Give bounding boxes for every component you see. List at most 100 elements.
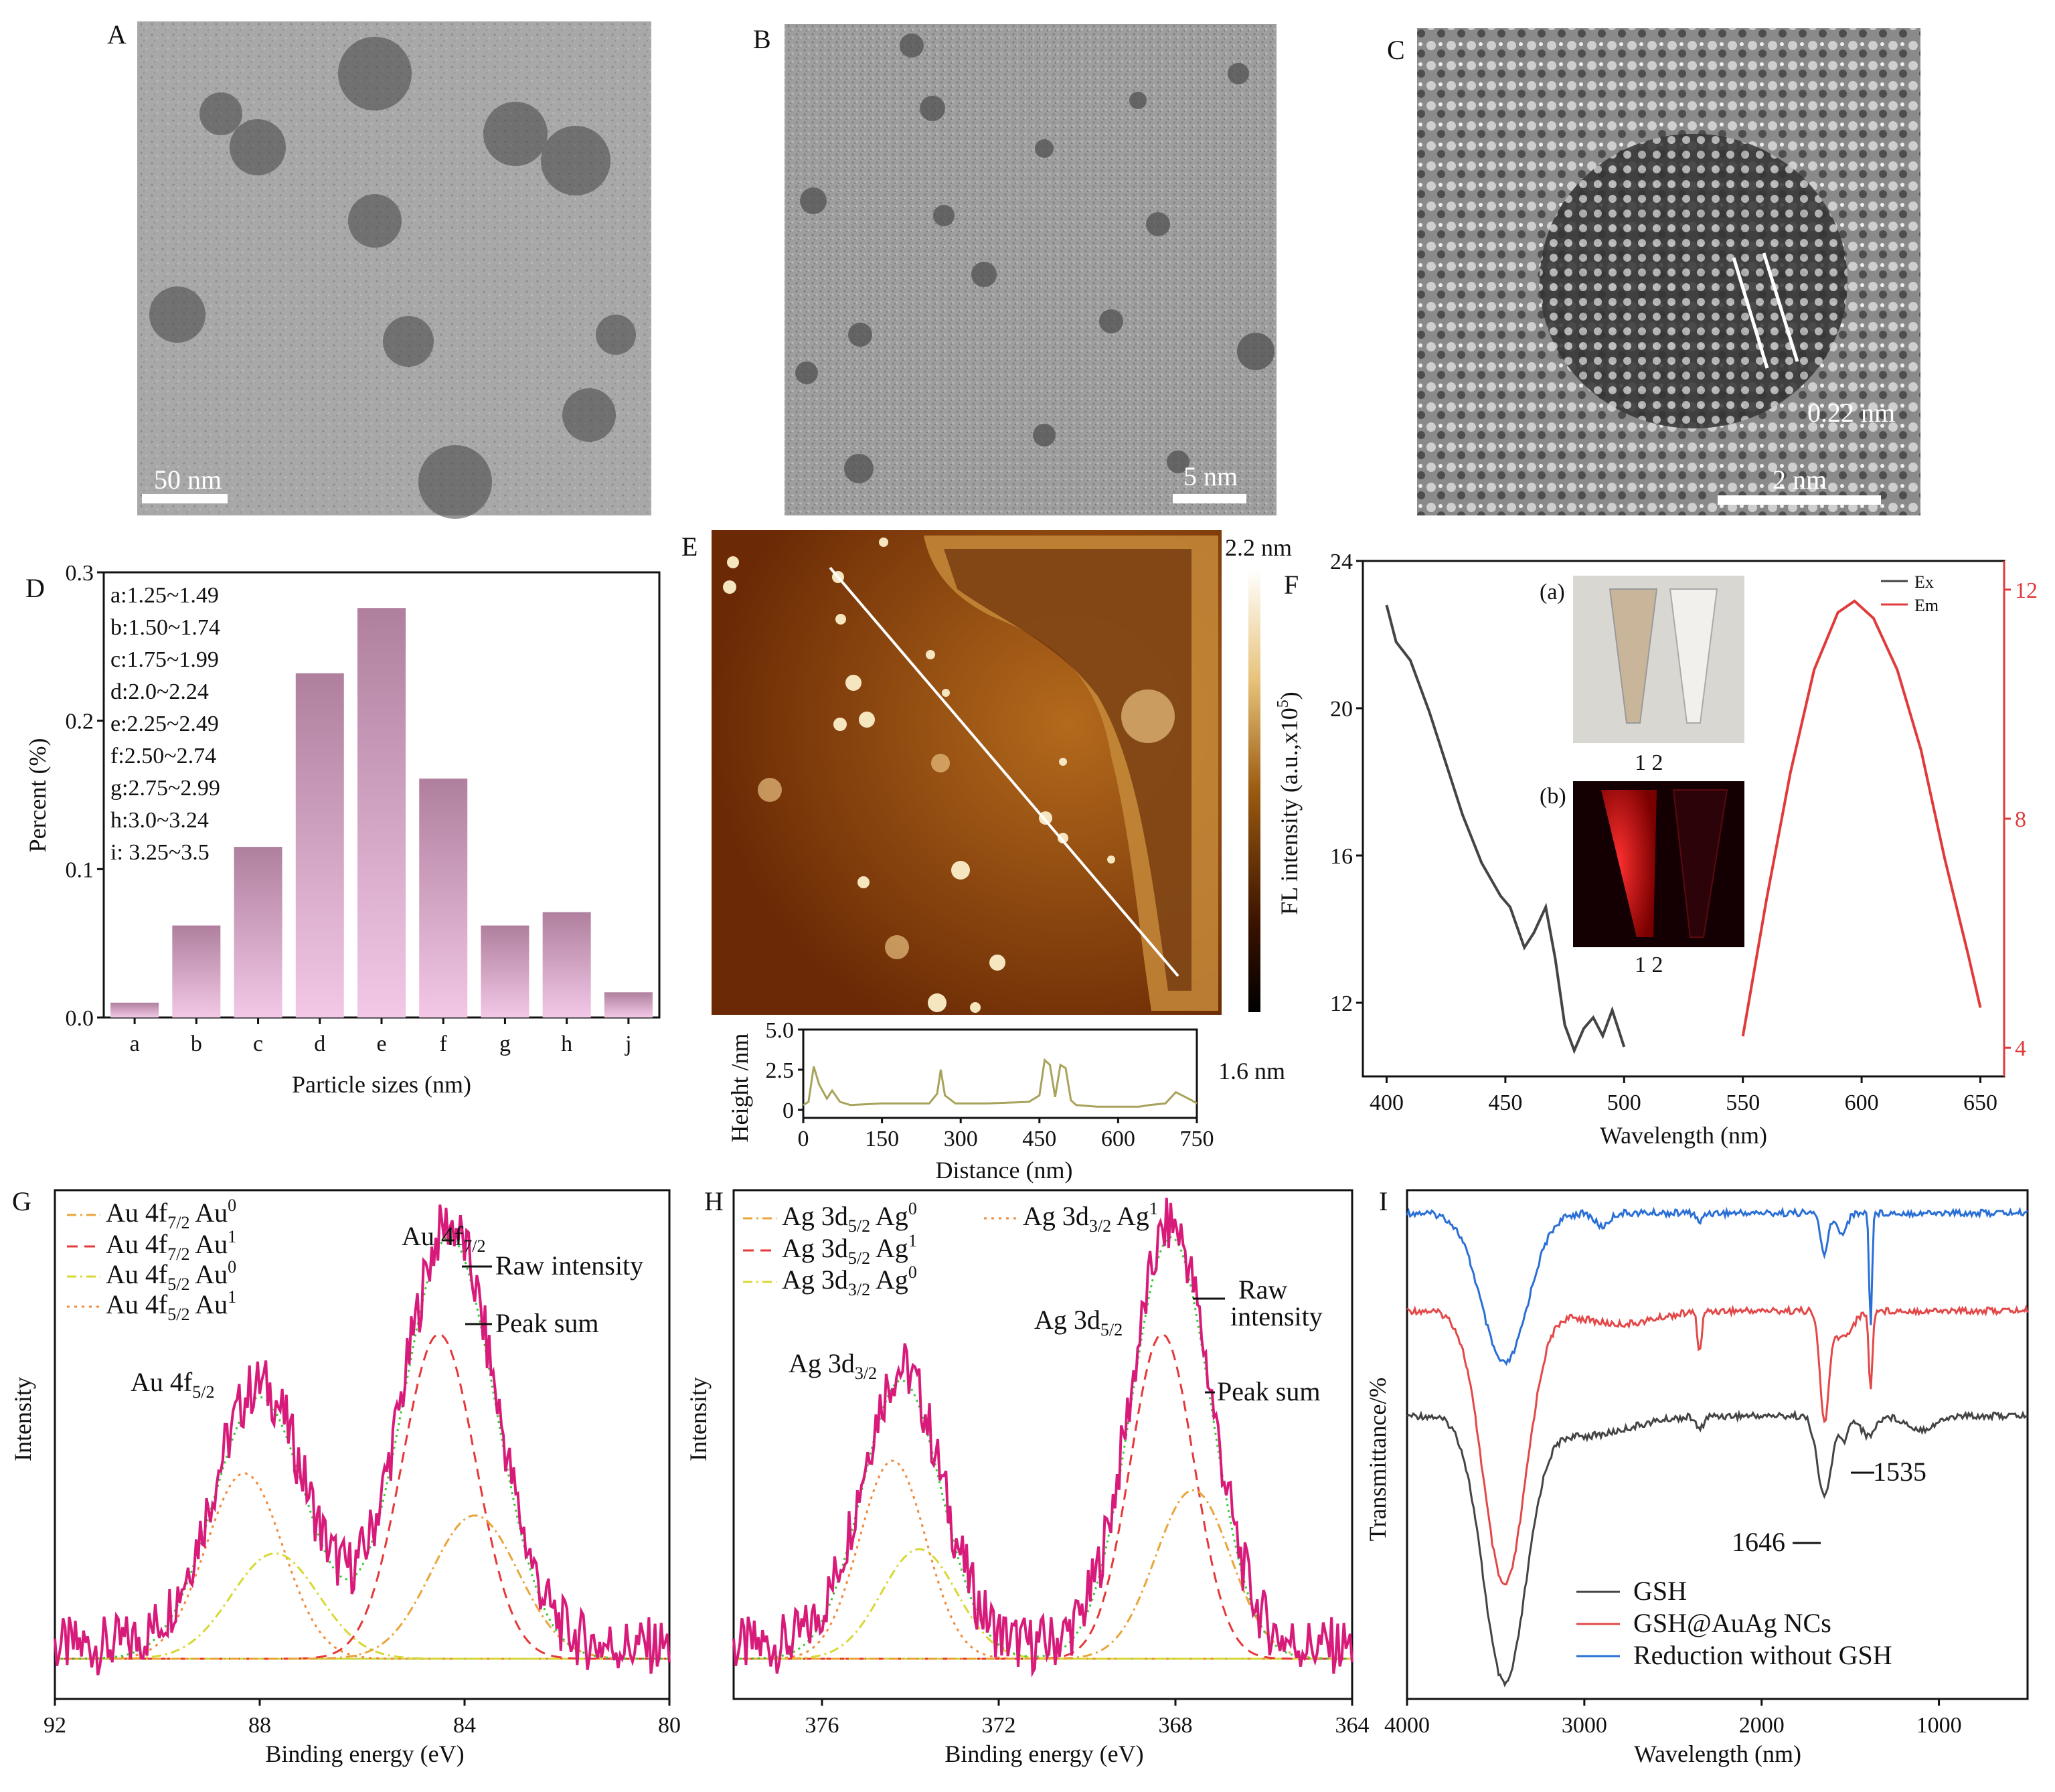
d-xtick-label: g <box>499 1032 511 1056</box>
d-legend-item: b:1.50~1.74 <box>110 615 220 640</box>
d-legend-item: f:2.50~2.74 <box>110 744 216 768</box>
panel-b: B 5 nm <box>753 24 1277 515</box>
panel-c-scale-bar <box>1718 495 1881 505</box>
panel-c: 0.22 nm C 2 nm <box>1387 28 1920 515</box>
panel-a-scale-bar <box>142 494 228 503</box>
h-plot-xtick-label: 372 <box>982 1713 1016 1738</box>
d-xtick-label: h <box>561 1032 572 1056</box>
f-ytick-right-label: 12 <box>2015 578 2038 603</box>
panel-a-scale-label: 50 nm <box>154 465 222 495</box>
panel-c-lattice-label: 0.22 nm <box>1807 398 1895 428</box>
f-xtick-label: 400 <box>1370 1090 1404 1115</box>
h-raw-label-2: intensity <box>1230 1301 1323 1331</box>
d-ylabel: Percent (%) <box>24 738 51 853</box>
h-sum-label: Peak sum <box>1217 1376 1320 1406</box>
g-peak-label-1: Au 4f7/2 <box>402 1221 485 1256</box>
e-scale-max: 2.2 nm <box>1225 534 1292 561</box>
h-plot-raw <box>732 1198 1353 1678</box>
g-plot-xtick-label: 80 <box>658 1713 681 1738</box>
panel-i: I 4000 3000 2000 1000 1535 1646 GSHGSH@AuAg… <box>1364 1186 2029 1767</box>
panel-d-letter: D <box>25 573 45 603</box>
panel-c-scale-label: 2 nm <box>1773 465 1827 495</box>
f-ytick-left-label: 20 <box>1330 697 1353 722</box>
panel-f: F 12 16 20 24 4 8 12 400 450 500 550 600 650 (a) 1… <box>1275 550 2038 1149</box>
h-plot-legend-item: Ag 3d5/2 Ag0 <box>782 1199 917 1236</box>
d-xtick-label: e <box>376 1032 386 1056</box>
g-peak-label-0: Au 4f5/2 <box>131 1367 214 1402</box>
d-xtick-label: f <box>440 1032 448 1056</box>
d-bar <box>172 925 221 1017</box>
f-xtick-label: 450 <box>1488 1090 1522 1115</box>
panel-c-letter: C <box>1387 35 1405 65</box>
i-xlabel: Wavelength (nm) <box>1634 1740 1801 1767</box>
f-inset-b: (b) <box>1540 784 1566 809</box>
f-ex-line <box>1385 604 1626 1054</box>
i-line-reduction <box>1406 1206 2028 1366</box>
h-xlabel: Binding energy (eV) <box>944 1740 1143 1767</box>
e-ylabel: Height /nm <box>726 1034 753 1143</box>
h-plot-xtick-label: 368 <box>1159 1713 1193 1738</box>
panel-f-letter: F <box>1284 570 1299 600</box>
panel-g-letter: G <box>12 1186 31 1216</box>
g-plot-component <box>54 1552 669 1660</box>
i-annot-1535: 1535 <box>1873 1457 1926 1487</box>
h-peak-label-0: Ag 3d3/2 <box>789 1348 877 1383</box>
h-plot-xtick-label: 376 <box>805 1713 839 1738</box>
e-xtick-label: 600 <box>1101 1127 1135 1151</box>
f-inset-a: (a) <box>1540 580 1565 604</box>
h-plot-component <box>733 1548 1352 1660</box>
h-raw-label-1: Raw <box>1238 1275 1287 1305</box>
d-bar <box>481 925 529 1017</box>
g-raw-label: Raw intensity <box>495 1250 643 1281</box>
i-xtick-label: 3000 <box>1562 1713 1607 1738</box>
d-ytick-label: 0.3 <box>66 561 94 586</box>
i-annot-1646: 1646 <box>1732 1527 1785 1557</box>
d-legend-item: i: 3.25~3.5 <box>110 840 210 865</box>
panel-i-letter: I <box>1379 1186 1388 1216</box>
h-plot-xtick-label: 364 <box>1335 1713 1370 1738</box>
d-xtick-label: b <box>191 1032 202 1056</box>
g-ylabel: Intensity <box>9 1377 36 1461</box>
e-ytick-label: 5.0 <box>766 1018 795 1043</box>
e-xtick-label: 450 <box>1022 1127 1056 1151</box>
h-plot-legend-item: Ag 3d5/2 Ag1 <box>782 1231 917 1268</box>
h-ylabel: Intensity <box>685 1377 712 1461</box>
d-legend-item: c:1.75~1.99 <box>110 647 219 672</box>
d-legend-item: g:2.75~2.99 <box>110 776 220 801</box>
e-ytick-label: 0 <box>783 1098 794 1123</box>
f-xtick-label: 650 <box>1963 1090 1997 1115</box>
d-ytick-label: 0.2 <box>66 710 94 734</box>
panel-a: A 50 nm <box>107 19 651 519</box>
e-xtick-label: 150 <box>865 1127 899 1151</box>
d-bar <box>419 779 468 1017</box>
d-bar <box>234 847 282 1017</box>
f-ytick-right-label: 8 <box>2015 807 2026 832</box>
d-bar <box>604 992 653 1017</box>
e-xlabel: Distance (nm) <box>936 1157 1073 1184</box>
d-xtick-label: j <box>625 1032 631 1056</box>
e-xtick-label: 300 <box>944 1127 978 1151</box>
d-legend-item: a:1.25~1.49 <box>110 583 219 608</box>
i-xtick-label: 2000 <box>1739 1713 1785 1738</box>
f-legend-ex: Ex <box>1914 572 1934 592</box>
g-plot-component <box>54 1472 669 1660</box>
g-plot-xtick-label: 88 <box>248 1713 271 1738</box>
f-ytick-left-label: 12 <box>1330 991 1353 1016</box>
e-scale-min: 1.6 nm <box>1218 1058 1285 1084</box>
e-ytick-label: 2.5 <box>766 1058 795 1083</box>
f-xtick-label: 600 <box>1845 1090 1879 1115</box>
g-plot-component <box>55 1514 670 1660</box>
g-xlabel: Binding energy (eV) <box>265 1740 464 1767</box>
i-xtick-label: 1000 <box>1916 1713 1962 1738</box>
i-line-auag <box>1406 1304 2029 1586</box>
g-plot-legend-item: Au 4f7/2 Au0 <box>106 1196 236 1232</box>
g-plot-xtick-label: 84 <box>453 1713 476 1738</box>
f-xtick-label: 550 <box>1726 1090 1760 1115</box>
d-ytick-label: 0.0 <box>66 1006 94 1031</box>
d-ytick-label: 0.1 <box>66 858 94 882</box>
h-plot-peak-sum <box>733 1236 1353 1660</box>
panel-a-letter: A <box>107 19 127 50</box>
f-inset-b-tubes: 1 2 <box>1635 953 1663 977</box>
